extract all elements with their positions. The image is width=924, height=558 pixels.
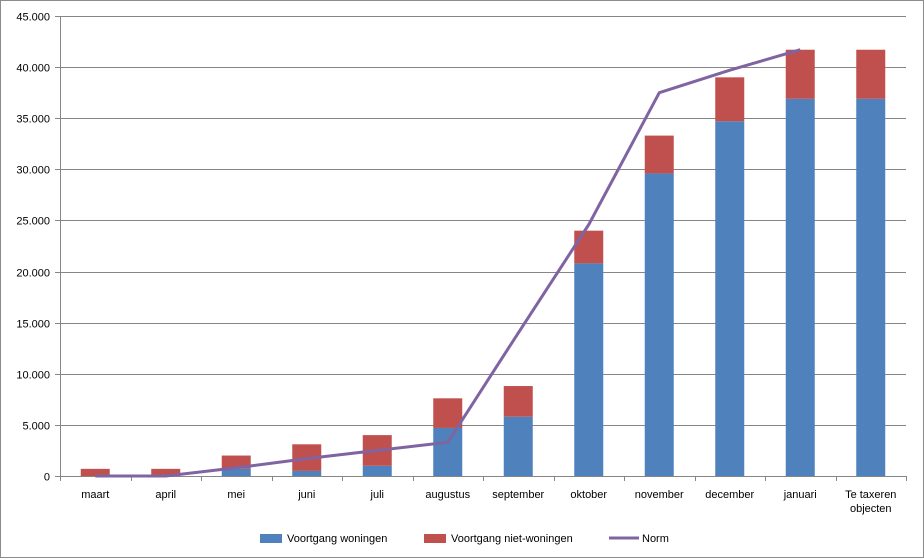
- bar-woningen: [362, 465, 392, 476]
- norm-line: [95, 48, 801, 478]
- bar-niet-woningen: [503, 386, 533, 417]
- bar-woningen: [433, 427, 463, 476]
- bar-niet-woningen: [151, 468, 181, 476]
- y-tick-label: 15.000: [16, 319, 50, 331]
- x-tick-label: augustus: [425, 489, 470, 501]
- gridlines: [60, 16, 906, 426]
- legend-item-niet-woningen: Voortgang niet-woningen: [424, 533, 573, 545]
- bar-woningen: [503, 416, 533, 476]
- bar-niet-woningen: [785, 49, 815, 99]
- y-tick-label: 40.000: [16, 63, 50, 75]
- bar-niet-woningen: [856, 49, 886, 99]
- legend-swatch: [424, 534, 446, 543]
- legend: Voortgang woningen Voortgang niet-woninge…: [260, 533, 669, 545]
- legend-item-woningen: Voortgang woningen: [260, 533, 387, 545]
- bar-niet-woningen: [80, 468, 110, 476]
- x-tick-label: Te taxeren objecten: [845, 489, 896, 515]
- x-tick-label: juli: [370, 489, 384, 501]
- bar-woningen: [856, 98, 886, 477]
- y-tick-label: 20.000: [16, 268, 50, 280]
- tick-labels: 0 5.000 10.000 15.000 20.000 25.000 30.000 35.0…: [16, 12, 896, 516]
- bar-woningen: [644, 173, 674, 476]
- x-tick-label: december: [705, 489, 754, 501]
- x-tick-label: november: [635, 489, 684, 501]
- x-tick-label: juni: [297, 489, 315, 501]
- bar-woningen: [221, 468, 251, 476]
- legend-label: Norm: [642, 533, 669, 545]
- y-tick-label: 30.000: [16, 165, 50, 177]
- x-tick-label: april: [155, 489, 176, 501]
- bar-woningen: [574, 263, 604, 476]
- y-tick-label: 5.000: [22, 421, 50, 433]
- legend-swatch: [260, 534, 282, 543]
- x-tick-label: oktober: [570, 489, 607, 501]
- x-tick-label: september: [492, 489, 544, 501]
- axes: [55, 16, 907, 481]
- y-tick-label: 45.000: [16, 12, 50, 24]
- bar-niet-woningen: [644, 135, 674, 174]
- y-tick-label: 0: [44, 472, 50, 484]
- y-tick-label: 25.000: [16, 216, 50, 228]
- y-tick-label: 10.000: [16, 370, 50, 382]
- x-tick-label: januari: [783, 489, 817, 501]
- x-tick-label: mei: [227, 489, 245, 501]
- bar-woningen: [715, 121, 745, 477]
- bar-niet-woningen: [574, 230, 604, 264]
- legend-label: Voortgang woningen: [287, 533, 387, 545]
- y-tick-label: 35.000: [16, 114, 50, 126]
- x-tick-label: maart: [81, 489, 109, 501]
- norm-line-layer: [95, 48, 801, 478]
- bar-woningen: [292, 470, 322, 476]
- bars: [80, 49, 886, 477]
- legend-label: Voortgang niet-woningen: [451, 533, 573, 545]
- legend-item-norm: Norm: [609, 533, 669, 545]
- bar-woningen: [785, 98, 815, 477]
- bar-niet-woningen: [433, 398, 463, 428]
- bar-niet-woningen: [715, 77, 745, 122]
